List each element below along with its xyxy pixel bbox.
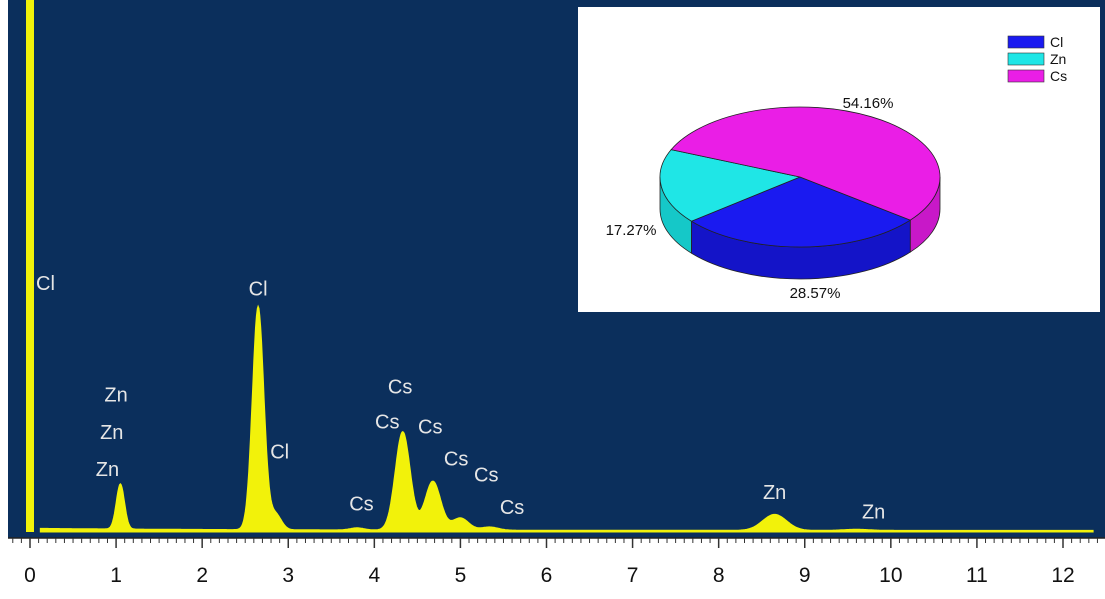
peak-label: Zn bbox=[96, 459, 119, 481]
x-tick-label: 3 bbox=[282, 564, 294, 587]
x-tick-label: 0 bbox=[24, 564, 36, 587]
peak-label: Cs bbox=[500, 497, 524, 519]
x-tick-label: 6 bbox=[541, 564, 553, 587]
peak-label: Cs bbox=[444, 449, 468, 471]
peak-label: Cs bbox=[418, 417, 442, 439]
legend-swatch bbox=[1008, 70, 1044, 82]
x-tick-label: 2 bbox=[196, 564, 208, 587]
legend-label: Cs bbox=[1050, 68, 1067, 84]
legend-label: Zn bbox=[1050, 51, 1066, 67]
x-tick-label: 12 bbox=[1051, 564, 1074, 587]
peak-label: Cl bbox=[270, 442, 289, 464]
x-tick-label: 11 bbox=[966, 564, 988, 587]
legend-swatch bbox=[1008, 36, 1044, 48]
pie-percent-label: 54.16% bbox=[843, 95, 894, 112]
peak-label: Zn bbox=[763, 482, 786, 504]
peak-label: Cs bbox=[388, 377, 412, 399]
peak-label: Zn bbox=[100, 422, 123, 444]
peak-label: Cl bbox=[249, 278, 268, 300]
x-tick-label: 5 bbox=[455, 564, 467, 587]
x-tick-label: 10 bbox=[879, 564, 902, 587]
x-tick-label: 4 bbox=[368, 564, 380, 587]
x-tick-label: 7 bbox=[627, 564, 639, 587]
legend-swatch bbox=[1008, 53, 1044, 65]
peak-label: Zn bbox=[104, 385, 127, 407]
zero-peak bbox=[26, 0, 34, 532]
peak-label: Cl bbox=[36, 273, 55, 295]
peak-label: Zn bbox=[862, 502, 885, 524]
x-tick-label: 8 bbox=[713, 564, 725, 587]
pie-percent-label: 28.57% bbox=[790, 285, 841, 302]
peak-label: Cs bbox=[474, 464, 498, 486]
x-tick-label: 1 bbox=[110, 564, 122, 587]
pie-percent-label: 17.27% bbox=[606, 222, 657, 239]
peak-label: Cs bbox=[349, 494, 373, 516]
peak-label: Cs bbox=[375, 411, 399, 433]
x-tick-label: 9 bbox=[799, 564, 811, 587]
x-axis-area bbox=[0, 538, 1105, 594]
legend-label: Cl bbox=[1050, 34, 1063, 50]
